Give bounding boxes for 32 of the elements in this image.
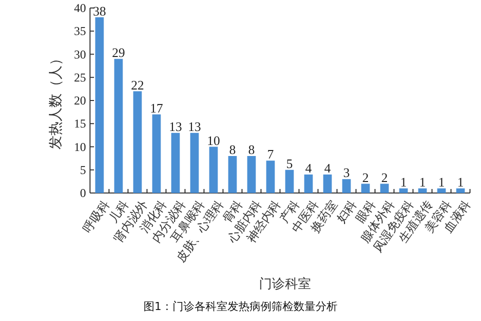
y-tick-label: 15 <box>74 116 86 131</box>
data-label: 2 <box>381 170 388 185</box>
data-label: 5 <box>286 156 293 171</box>
caption: 图1：门诊各科室发热病例筛检数量分析 <box>144 300 338 313</box>
data-label: 38 <box>93 3 106 18</box>
data-label: 13 <box>169 118 182 134</box>
y-tick-label: 20 <box>74 94 86 108</box>
y-tick-label: 35 <box>74 24 86 38</box>
y-tick-label: 10 <box>74 140 86 154</box>
data-label: 1 <box>400 174 407 190</box>
data-label: 22 <box>131 77 144 92</box>
data-label: 13 <box>188 118 201 134</box>
data-label: 10 <box>207 132 220 148</box>
y-tick-label: 5 <box>80 162 86 177</box>
y-tick-label: 0 <box>80 186 86 200</box>
data-label: 4 <box>324 160 332 176</box>
data-label: 4 <box>305 160 312 176</box>
x-axis-title: 门诊科室 <box>259 276 311 291</box>
data-label: 1 <box>457 174 464 190</box>
data-label: 29 <box>112 44 125 60</box>
data-label: 8 <box>229 142 236 157</box>
data-label: 1 <box>419 174 426 190</box>
y-tick-label: 25 <box>74 70 86 84</box>
data-label: 8 <box>248 142 255 157</box>
y-tick-label: 40 <box>74 1 86 15</box>
data-label: 7 <box>267 146 274 162</box>
data-label: 3 <box>343 165 350 180</box>
y-axis-title: 发热人数（人） <box>48 52 64 150</box>
data-label: 2 <box>362 170 369 185</box>
data-label: 1 <box>438 174 445 190</box>
y-tick-label: 30 <box>74 47 86 62</box>
data-label: 17 <box>150 100 164 116</box>
